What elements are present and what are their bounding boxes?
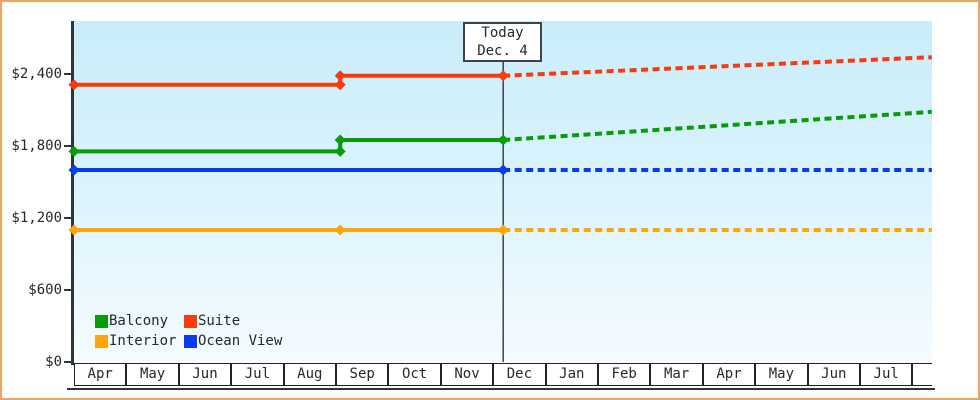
legend-item-balcony: Balcony (95, 313, 169, 329)
y-tick-label: $1,800 (11, 138, 62, 154)
y-tick-label: $2,400 (11, 66, 62, 82)
legend-swatch-balcony (95, 314, 108, 328)
month-cell-may-13: May (755, 363, 808, 386)
series-marker-balcony (497, 134, 509, 146)
month-cell-feb-10: Feb (598, 363, 651, 386)
series-line-balcony (74, 138, 504, 154)
series-marker-balcony (334, 145, 346, 157)
legend-swatch-interior (95, 334, 108, 348)
legend-label-interior: Interior (109, 333, 177, 349)
series-forecast-balcony (503, 109, 932, 142)
today-box: Today Dec. 4 (463, 22, 542, 62)
legend-item-interior: Interior (95, 333, 177, 349)
series-forecast-suite (503, 55, 932, 78)
month-cell-aug-4: Aug (283, 363, 336, 386)
series-marker-balcony (334, 134, 346, 146)
series-marker-ocean-view (68, 164, 80, 176)
series-marker-suite (334, 79, 346, 91)
series-marker-suite (497, 70, 509, 82)
month-cell-sep-5: Sep (336, 363, 389, 386)
month-cell-jun-2: Jun (178, 363, 232, 386)
legend-swatch-ocean-view (184, 334, 197, 348)
series-marker-balcony (68, 145, 80, 157)
month-cell-may-1: May (126, 363, 179, 386)
y-tick (64, 73, 72, 75)
month-cell-jan-9: Jan (545, 363, 598, 386)
y-axis (71, 21, 74, 365)
month-cell-dec-8: Dec (493, 363, 546, 386)
series-line-suite (74, 73, 504, 87)
series-marker-interior (334, 224, 346, 236)
month-cell-oct-6: Oct (388, 363, 441, 386)
series-marker-interior (68, 224, 80, 236)
month-cell-mar-11: Mar (650, 363, 703, 386)
today-date: Dec. 4 (477, 43, 528, 59)
y-tick-label: $1,200 (11, 210, 62, 226)
series-marker-interior (497, 224, 509, 236)
month-cell-apr-0: Apr (74, 363, 127, 386)
month-cell-jun-14: Jun (807, 363, 860, 386)
y-tick-label: $0 (45, 354, 62, 370)
legend-label-suite: Suite (198, 313, 241, 329)
y-tick-label: $600 (28, 282, 62, 298)
legend-label-ocean-view: Ocean View (198, 333, 283, 349)
series-marker-suite (334, 70, 346, 82)
month-cell-jul-3: Jul (231, 363, 284, 386)
month-cell-apr-12: Apr (702, 363, 756, 386)
y-tick (64, 145, 72, 147)
month-cell-jul-15: Jul (860, 363, 913, 386)
legend-item-ocean-view: Ocean View (184, 333, 283, 349)
series-marker-suite (68, 79, 80, 91)
x-axis-underline (67, 388, 935, 390)
y-tick (64, 361, 72, 363)
legend-swatch-suite (184, 314, 197, 328)
series-marker-ocean-view (497, 164, 509, 176)
today-label: Today (481, 25, 524, 41)
legend-label-balcony: Balcony (109, 313, 169, 329)
legend-item-suite: Suite (184, 313, 241, 329)
month-cell-nov-7: Nov (440, 363, 494, 386)
y-tick (64, 217, 72, 219)
y-tick (64, 289, 72, 291)
month-cell-partial (912, 363, 932, 386)
